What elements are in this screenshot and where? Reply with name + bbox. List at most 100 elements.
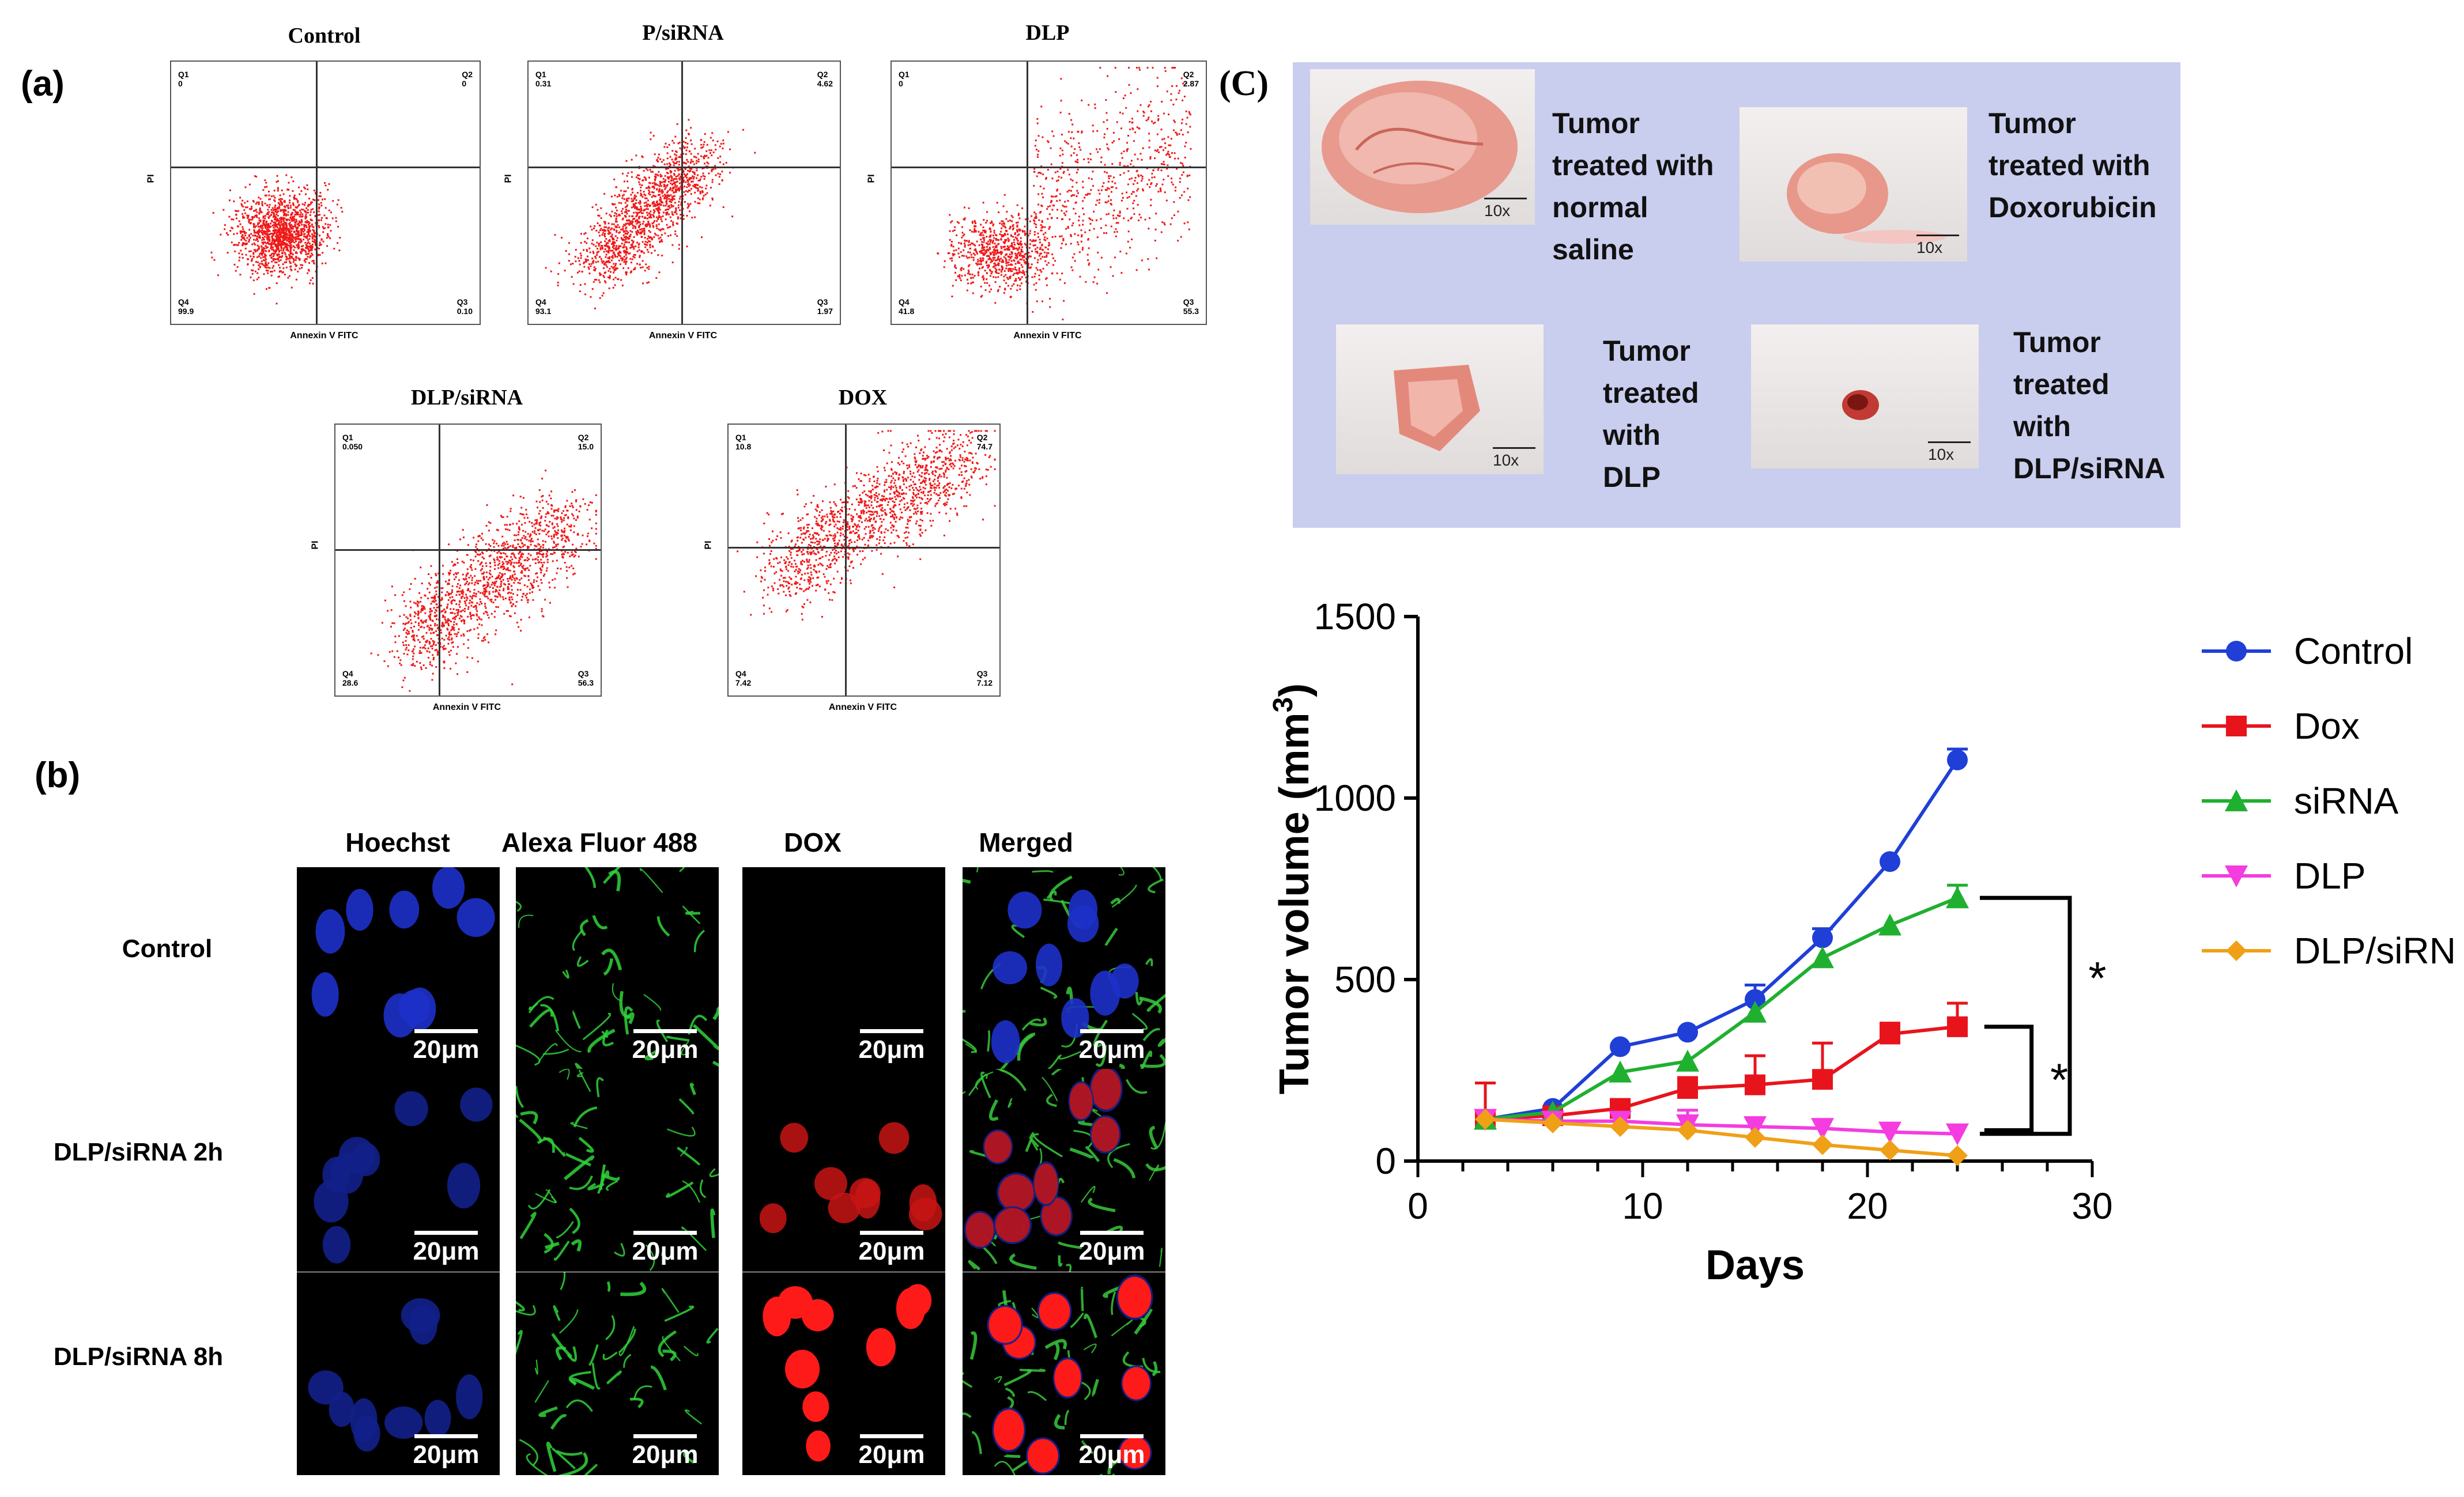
quadrant-vertical-gate	[845, 425, 847, 695]
data-point	[1880, 1023, 1900, 1045]
quadrant-label-q2: Q2 4.62	[817, 70, 833, 88]
micrograph-dox-0: 20μm	[742, 867, 945, 1070]
legend-label: siRNA	[2294, 780, 2399, 822]
scale-bar: 20μm	[1069, 1434, 1155, 1469]
quadrant-horizontal-gate	[892, 167, 1206, 168]
legend-marker	[2226, 716, 2247, 736]
micrograph-hoechst-2: 20μm	[297, 1272, 500, 1475]
quadrant-horizontal-gate	[171, 167, 480, 168]
flow-x-axis-label: Annexin V FITC	[432, 702, 501, 712]
quadrant-label-q2: Q2 0	[462, 70, 473, 88]
legend-label: Control	[2294, 630, 2413, 672]
tumor-caption-saline: Tumor treated with normal saline	[1552, 107, 1714, 266]
quadrant-label-q4: Q4 99.9	[178, 297, 194, 316]
micrograph-dox-2: 20μm	[742, 1272, 945, 1475]
scale-bar: 20μm	[403, 1029, 489, 1064]
flow-plot: Q1 0.050 Q2 15.0 Q4 28.6 Q3 56.3	[334, 424, 602, 697]
flow-y-axis-label: PI	[146, 174, 156, 183]
quadrant-horizontal-gate	[529, 167, 840, 168]
tumor-photo-dlp: 10x	[1336, 324, 1544, 474]
x-tick-label: 0	[1408, 1185, 1428, 1227]
quadrant-label-q1: Q1 10.8	[735, 433, 752, 451]
series-line-control	[1485, 759, 1959, 1121]
data-point	[1947, 1145, 1968, 1166]
micrograph-alexa-2: 20μm	[516, 1272, 719, 1475]
column-label-hoechst: Hoechst	[345, 827, 450, 857]
tumor-caption-dlp-sirna: Tumor treated with DLP/siRNA	[2013, 326, 2165, 485]
series-line-sirna	[1485, 896, 1959, 1121]
micrograph-alexa-1: 20μm	[516, 1069, 719, 1272]
magnification-label: 10x	[1484, 198, 1527, 220]
legend-marker	[2225, 865, 2248, 887]
column-label-merged: Merged	[979, 827, 1073, 857]
tumor-volume-chart: 0 500 1000 1500 0 10 20 30 Days Tumor volume (mm3…	[1268, 596, 2455, 1288]
micrograph-dox-1: 20μm	[742, 1069, 945, 1272]
data-point	[1745, 989, 1765, 1010]
y-tick-label: 0	[1375, 1140, 1396, 1182]
quadrant-label-q3: Q3 55.3	[1183, 297, 1199, 316]
quadrant-label-q3: Q3 1.97	[817, 297, 833, 316]
data-point	[1878, 1121, 1901, 1144]
quadrant-label-q2: Q2 15.0	[578, 433, 594, 451]
scale-bar: 20μm	[403, 1231, 489, 1266]
scale-bar: 20μm	[403, 1434, 489, 1469]
flow-plot: Q1 0 Q2 0 Q4 99.9 Q3 0.10	[170, 61, 481, 325]
flow-x-axis-label: Annexin V FITC	[828, 702, 897, 712]
legend-marker	[2225, 789, 2248, 811]
significance-bracket-outer	[1980, 895, 2072, 1136]
data-point	[1610, 1116, 1631, 1137]
row-label-control: Control	[122, 935, 213, 963]
series-line-dox	[1485, 1025, 1958, 1121]
scatter-cloud	[937, 67, 1192, 320]
flow-plot-title: P/siRNA	[642, 21, 724, 45]
scatter-cloud	[370, 470, 597, 692]
row-label-dlp-2h: DLP/siRNA 2h	[53, 1138, 224, 1166]
scale-bar: 20μm	[848, 1231, 935, 1266]
tumor-image	[1394, 365, 1480, 451]
data-point	[1744, 1000, 1767, 1023]
micrograph-hoechst-1: 20μm	[297, 1069, 500, 1272]
series-line-dlp	[1485, 1117, 1958, 1136]
flow-plot-title: DLP	[1025, 21, 1070, 45]
flow-plot-title: Control	[288, 24, 361, 48]
quadrant-label-q3: Q3 0.10	[456, 297, 473, 316]
data-point	[1677, 1120, 1698, 1141]
panel-label-c: (C)	[1219, 64, 1269, 103]
legend-label: DLP/siRNA	[2294, 930, 2455, 971]
micrograph-merged-2: 20μm	[963, 1272, 1165, 1475]
flow-y-axis-label: PI	[703, 540, 714, 550]
data-point	[1542, 1112, 1563, 1133]
micrograph-merged-0: 20μm	[963, 867, 1165, 1070]
data-point	[1475, 1109, 1496, 1130]
data-point	[1946, 886, 1969, 909]
quadrant-vertical-gate	[1027, 62, 1029, 324]
flow-plot: Q1 0 Q2 2.87 Q4 41.8 Q3 55.3	[890, 61, 1207, 325]
legend-marker	[2226, 940, 2247, 961]
y-tick-label: 500	[1334, 959, 1396, 1000]
scatter-cloud	[737, 430, 996, 621]
legend-label: DLP	[2294, 855, 2366, 897]
micrograph-hoechst-0: 20μm	[297, 867, 500, 1070]
data-point	[1811, 946, 1834, 969]
quadrant-vertical-gate	[316, 62, 318, 324]
quadrant-label-q1: Q1 0	[178, 70, 189, 88]
data-point	[1880, 1140, 1900, 1161]
y-tick-label: 1000	[1314, 777, 1396, 819]
data-point	[1812, 1134, 1833, 1155]
flow-x-axis-label: Annexin V FITC	[648, 331, 718, 341]
panel-label-a: (a)	[21, 64, 65, 104]
tumor-caption-dlp: Tumor treated with DLP	[1603, 335, 1699, 493]
flow-plot: Q1 10.8 Q2 74.7 Q4 7.42 Q3 7.12	[727, 424, 1001, 697]
tumor-image	[1787, 153, 1947, 244]
quadrant-horizontal-gate	[335, 549, 601, 551]
magnification-label: 10x	[1928, 441, 1971, 464]
column-label-dox: DOX	[784, 827, 842, 857]
quadrant-label-q4: Q4 41.8	[899, 297, 915, 316]
data-point	[1609, 1060, 1632, 1083]
magnification-label: 10x	[1916, 235, 1959, 257]
flow-plot-title: DOX	[838, 385, 888, 410]
flow-x-axis-label: Annexin V FITC	[1013, 331, 1082, 341]
data-point	[1947, 1016, 1968, 1037]
quadrant-label-q4: Q4 7.42	[735, 669, 752, 687]
data-point	[1745, 1127, 1765, 1148]
